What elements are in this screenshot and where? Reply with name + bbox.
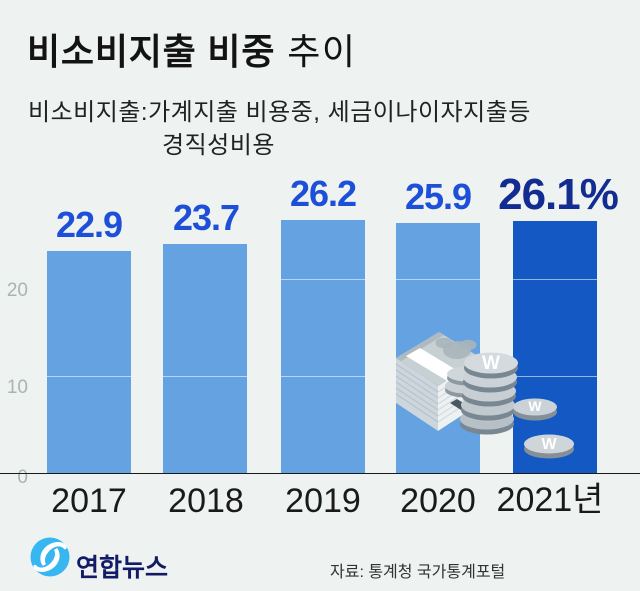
svg-text:W: W <box>482 353 500 374</box>
